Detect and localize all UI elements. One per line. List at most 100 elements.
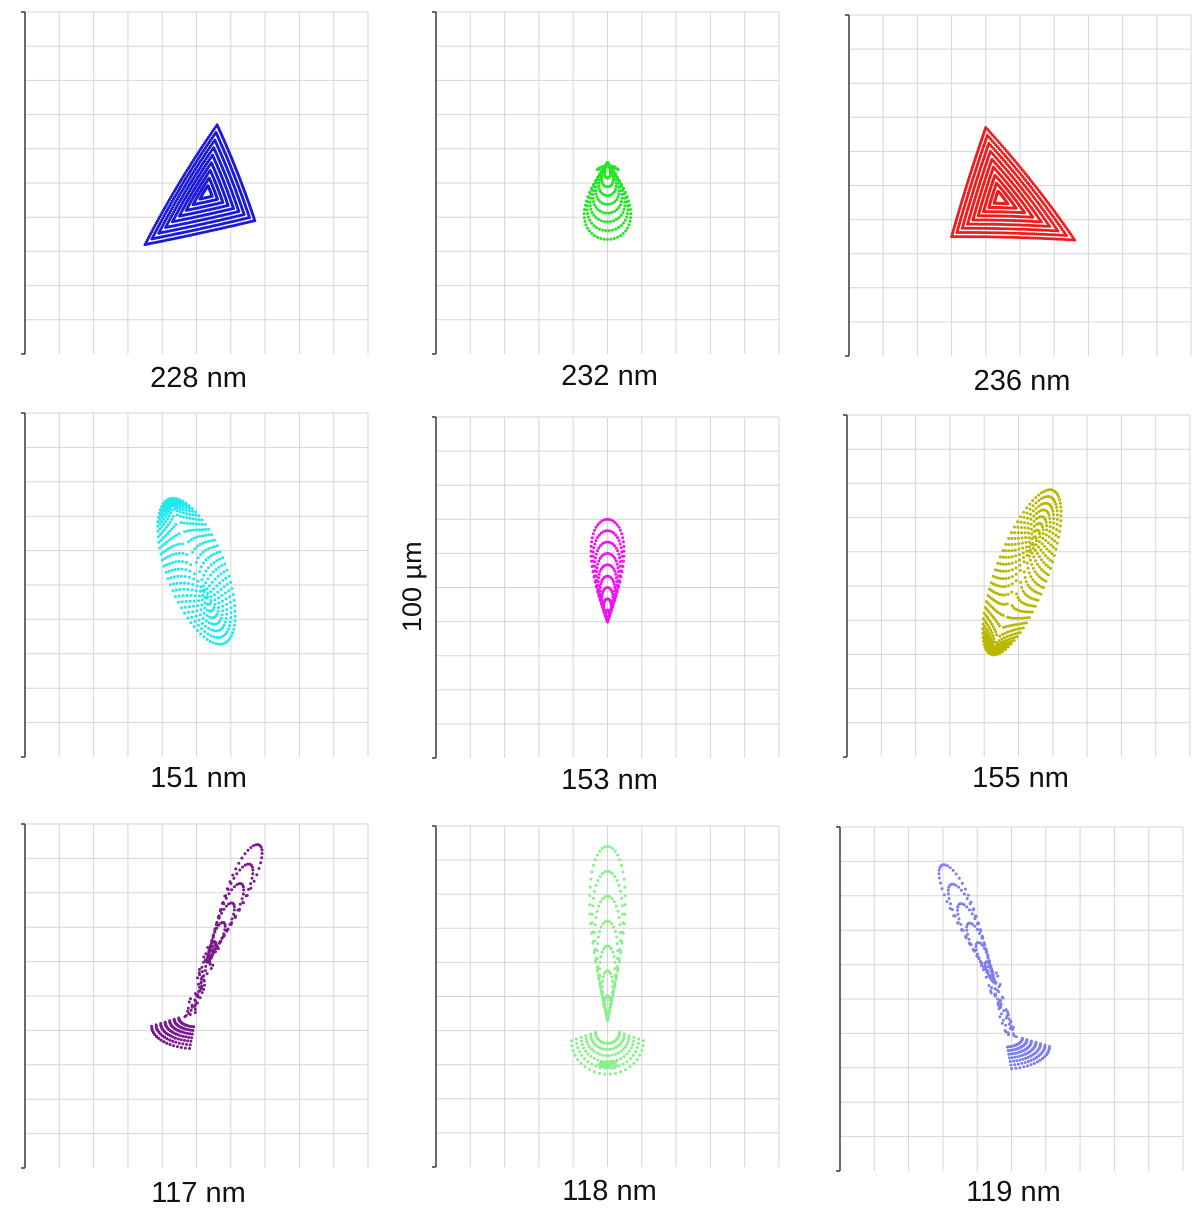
spot-point: [230, 888, 233, 891]
spot-point: [186, 522, 189, 525]
spot-point: [600, 580, 603, 583]
spot-points: [950, 126, 1076, 242]
spot-point: [591, 536, 594, 539]
wavelength-label: 232 nm: [436, 360, 783, 393]
spot-point: [191, 583, 194, 586]
spot-point: [198, 523, 201, 526]
spot-point: [157, 1037, 160, 1040]
spot-point: [213, 539, 216, 542]
spot-point: [592, 570, 595, 573]
spot-point: [613, 210, 616, 213]
spot-point: [1014, 632, 1017, 635]
spot-point: [206, 592, 209, 595]
spot-point: [576, 1058, 579, 1061]
spot-point: [617, 553, 620, 556]
spot-plot: [436, 826, 783, 1171]
spot-point: [608, 229, 611, 232]
spot-point: [1028, 545, 1031, 548]
spot-point: [589, 208, 592, 211]
spot-point: [249, 882, 252, 885]
spot-point: [1032, 555, 1035, 558]
spot-point: [162, 536, 165, 539]
spot-point: [199, 586, 202, 589]
spot-point: [168, 515, 171, 518]
spot-point: [1015, 592, 1018, 595]
spot-point: [1016, 526, 1019, 529]
spot-point: [978, 932, 981, 935]
spot-point: [229, 581, 232, 584]
spot-point: [157, 516, 160, 519]
spot-point: [176, 575, 179, 578]
spot-point: [600, 169, 603, 172]
spot-point: [231, 587, 234, 590]
spot-point: [626, 195, 629, 198]
spot-point: [185, 516, 188, 519]
spot-point: [615, 185, 618, 188]
spot-point: [1002, 549, 1005, 552]
spot-point: [620, 183, 623, 186]
spot-point: [592, 200, 595, 203]
spot-point: [1021, 547, 1024, 550]
spot-point: [1005, 639, 1008, 642]
spot-point: [590, 545, 593, 548]
spot-point: [598, 573, 601, 576]
spot-point: [606, 220, 609, 223]
spot-point: [596, 910, 599, 913]
spot-point: [1034, 549, 1037, 552]
spot-point: [607, 1048, 610, 1051]
spot-point: [215, 559, 218, 562]
spot-point: [620, 214, 623, 217]
spot-point: [995, 183, 998, 186]
spot-point: [982, 640, 985, 643]
spot-point: [220, 617, 223, 620]
spot-point: [197, 624, 200, 627]
spot-point: [593, 234, 596, 237]
spot-panel-1: 228 nm: [25, 12, 372, 402]
spot-point: [621, 197, 624, 200]
spot-point: [968, 938, 971, 941]
spot-point: [1042, 528, 1045, 531]
spot-point: [584, 1065, 587, 1068]
spot-point: [1026, 517, 1029, 520]
spot-point: [617, 1064, 620, 1067]
spot-point: [1013, 531, 1016, 534]
spot-point: [201, 970, 204, 973]
spot-point: [632, 1062, 635, 1065]
spot-point: [966, 897, 969, 900]
spot-point: [1008, 638, 1011, 641]
spot-panel-9: 119 nm: [840, 827, 1187, 1216]
spot-point: [197, 514, 200, 517]
spot-point: [1014, 543, 1017, 546]
spot-point: [233, 604, 236, 607]
spot-point: [624, 903, 627, 906]
spot-point: [1001, 633, 1004, 636]
spot-point: [184, 1035, 187, 1038]
spot-point: [204, 625, 207, 628]
spot-point: [179, 1030, 182, 1033]
spot-point: [637, 1042, 640, 1045]
spot-point: [623, 878, 626, 881]
spot-point: [216, 544, 219, 547]
spot-point: [251, 877, 254, 880]
spot-point: [175, 497, 178, 500]
spot-point: [191, 610, 194, 613]
spot-point: [990, 632, 993, 635]
spot-point: [1005, 563, 1008, 566]
spot-point: [1010, 531, 1013, 534]
spot-point: [592, 864, 595, 867]
spot-point: [176, 509, 179, 512]
spot-point: [180, 575, 183, 578]
spot-point: [197, 599, 200, 602]
spot-point: [1045, 521, 1048, 524]
spot-point: [1025, 550, 1028, 553]
spot-point: [622, 1048, 625, 1051]
spot-point: [624, 1046, 627, 1049]
y-axis: [21, 413, 25, 757]
spot-point: [603, 972, 606, 975]
spot-point: [189, 600, 192, 603]
spot-point: [587, 1060, 590, 1063]
spot-point: [1027, 532, 1030, 535]
spot-point: [179, 588, 182, 591]
spot-point: [599, 570, 602, 573]
spot-point: [1013, 639, 1016, 642]
